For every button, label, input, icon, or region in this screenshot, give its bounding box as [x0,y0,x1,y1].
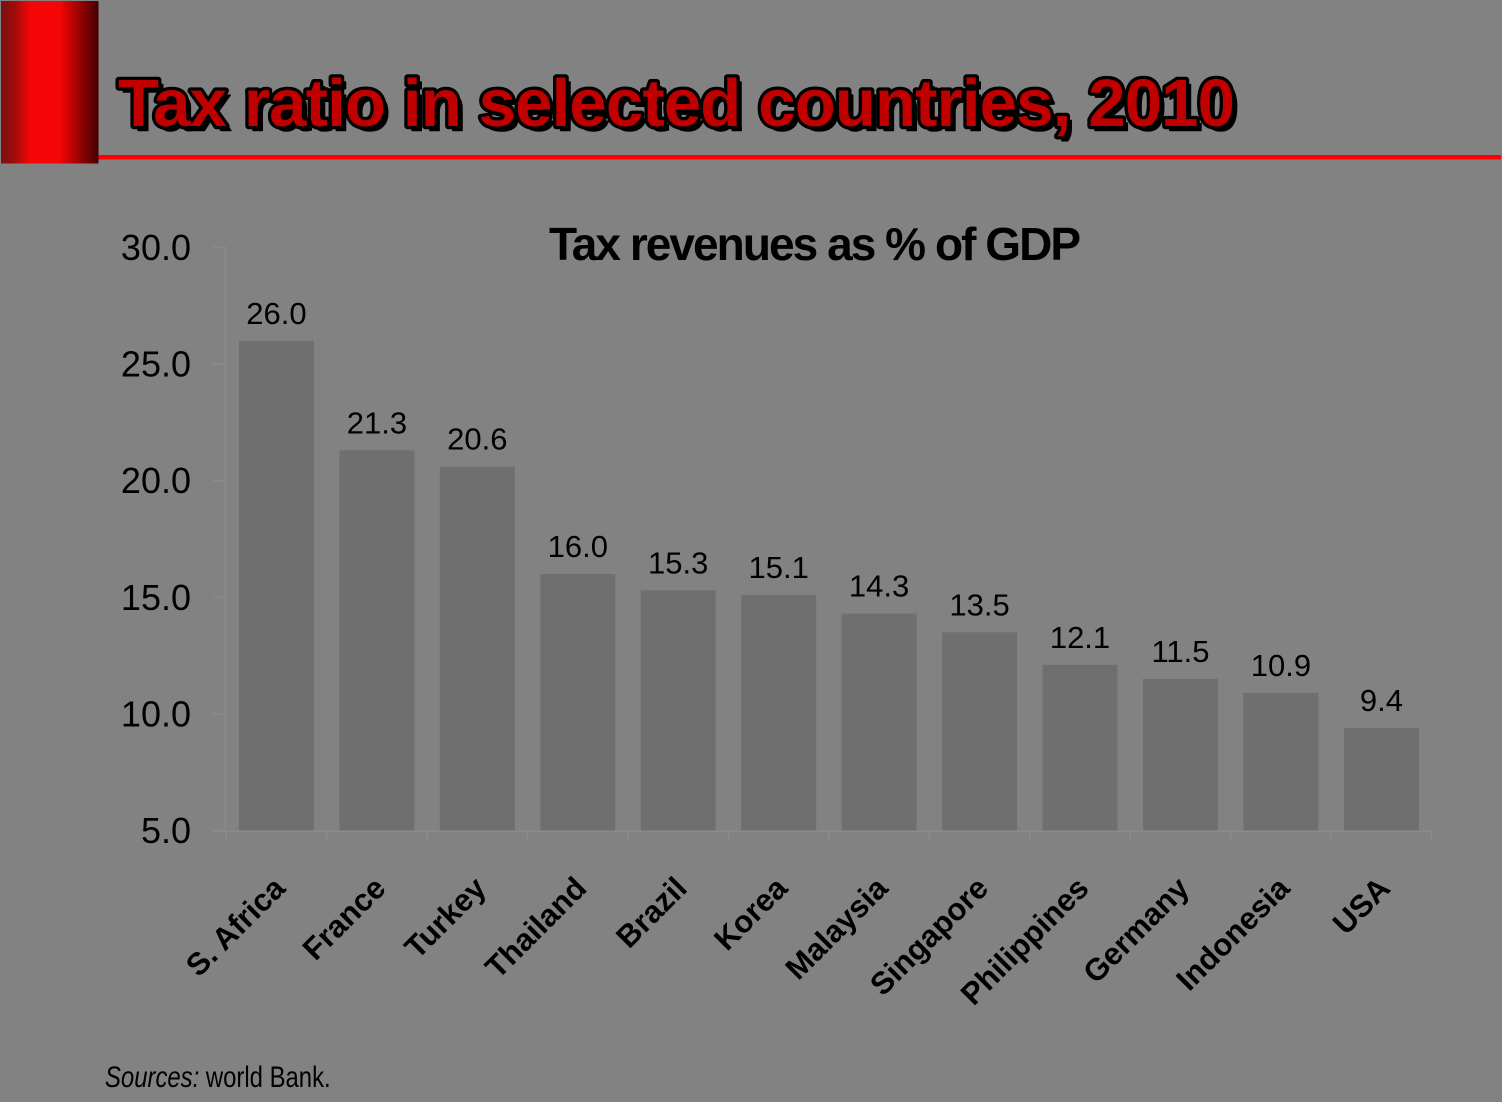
svg-text:15.0: 15.0 [121,577,191,618]
svg-text:21.3: 21.3 [347,405,407,440]
svg-text:20.0: 20.0 [121,460,191,501]
svg-text:9.4: 9.4 [1360,683,1403,718]
svg-text:26.0: 26.0 [246,296,306,331]
svg-text:25.0: 25.0 [121,344,191,385]
svg-text:20.6: 20.6 [447,422,507,457]
svg-text:10.9: 10.9 [1251,648,1311,683]
svg-text:15.3: 15.3 [648,545,708,580]
svg-text:10.0: 10.0 [121,693,191,734]
svg-text:Tax ratio in selected countrie: Tax ratio in selected countries, 2010 [123,71,1239,146]
svg-text:16.0: 16.0 [548,529,608,564]
svg-text:5.0: 5.0 [141,810,191,851]
svg-text:11.5: 11.5 [1151,634,1209,669]
svg-text:Tax ratio in selected countrie: Tax ratio in selected countries, 2010 [118,66,1234,141]
svg-text:14.3: 14.3 [849,569,909,604]
svg-text:12.1: 12.1 [1050,620,1110,655]
svg-text:Sources: world Bank.: Sources: world Bank. [105,1061,331,1094]
svg-text:13.5: 13.5 [949,587,1009,622]
svg-text:Tax revenues as % of GDP: Tax revenues as % of GDP [549,218,1080,270]
svg-text:15.1: 15.1 [749,550,809,585]
svg-text:30.0: 30.0 [121,227,191,268]
